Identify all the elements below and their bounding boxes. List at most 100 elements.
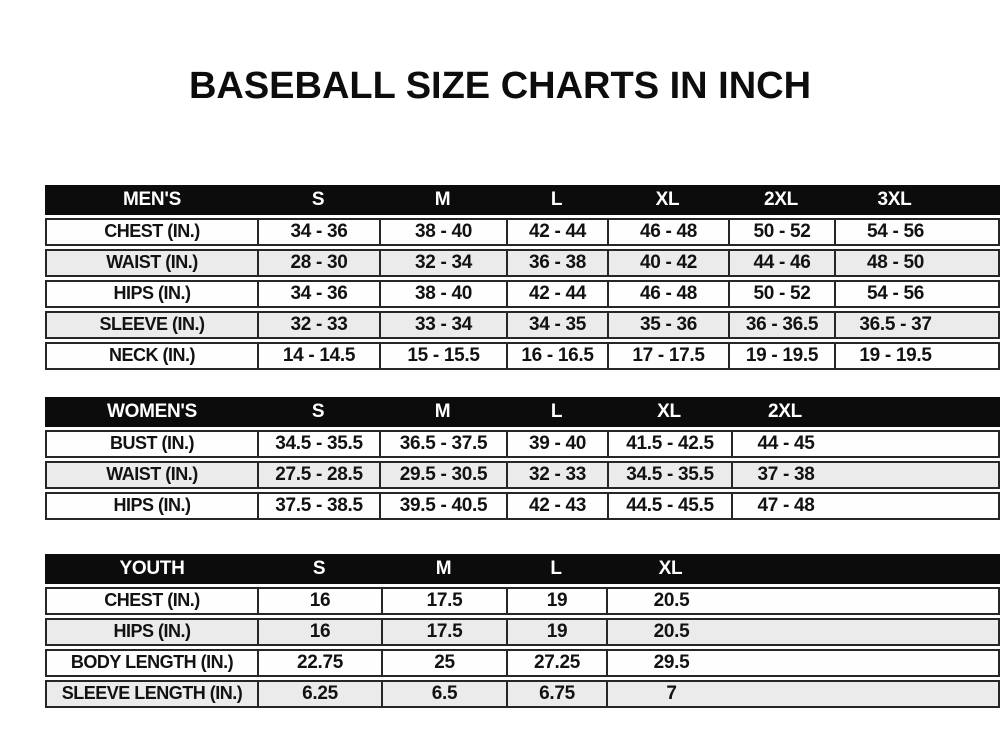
header-cell: S	[311, 188, 325, 210]
value-cell: 32 - 33	[257, 312, 379, 337]
row-label-cell: WAIST (IN.)	[106, 464, 198, 485]
mens-size-table: MEN'S S M L XL 2XL 3XL CHEST (IN.) 34 - 36 38 - 4…	[45, 184, 1000, 370]
value-cell: 6.75	[506, 681, 606, 706]
header-cell: L	[550, 188, 563, 210]
value-cell: 54 - 56	[834, 219, 955, 244]
value-cell: 36.5 - 37.5	[379, 431, 506, 456]
womens-header-row: WOMEN'S S M L XL 2XL	[45, 396, 1000, 427]
table-row: WAIST (IN.) 27.5 - 28.5 29.5 - 30.5 32 - 33…	[45, 460, 1000, 489]
value-cell: 39.5 - 40.5	[379, 493, 506, 518]
row-label-cell: CHEST (IN.)	[104, 590, 200, 611]
table-row: HIPS (IN.) 34 - 36 38 - 40 42 - 44 46 - 48 50…	[45, 279, 1000, 308]
header-cell: M	[435, 557, 452, 579]
value-cell: 22.75	[257, 650, 381, 675]
size-chart-page: BASEBALL SIZE CHARTS IN INCH MEN'S S M L XL 2…	[0, 64, 1000, 752]
value-cell: 42 - 44	[506, 281, 607, 306]
row-label-cell: NECK (IN.)	[109, 345, 196, 366]
value-cell: 38 - 40	[379, 281, 506, 306]
youth-header-row: YOUTH S M L XL	[45, 553, 1000, 584]
table-row: HIPS (IN.) 16 17.5 19 20.5	[45, 617, 1000, 646]
value-cell: 17 - 17.5	[607, 343, 728, 368]
value-cell: 46 - 48	[607, 219, 728, 244]
value-cell: 37.5 - 38.5	[257, 493, 379, 518]
value-cell: 19 - 19.5	[728, 343, 834, 368]
value-cell: 50 - 52	[728, 281, 834, 306]
value-cell: 33 - 34	[379, 312, 506, 337]
header-cell: XL	[658, 557, 683, 579]
value-cell: 38 - 40	[379, 219, 506, 244]
value-cell: 19	[506, 619, 606, 644]
value-cell: 34 - 36	[257, 219, 379, 244]
row-label-cell: HIPS (IN.)	[113, 283, 191, 304]
value-cell: 35 - 36	[607, 312, 728, 337]
youth-size-table: YOUTH S M L XL CHEST (IN.) 16 17.5 19 20.5 HIPS (I…	[45, 553, 1000, 708]
mens-header-row: MEN'S S M L XL 2XL 3XL	[45, 184, 1000, 215]
header-cell: L	[550, 400, 563, 422]
table-row: CHEST (IN.) 34 - 36 38 - 40 42 - 44 46 - 48 5…	[45, 217, 1000, 246]
header-cell: S	[312, 557, 326, 579]
womens-size-table: WOMEN'S S M L XL 2XL BUST (IN.) 34.5 - 35.5 36.5…	[45, 396, 1000, 520]
row-label-cell: SLEEVE (IN.)	[99, 314, 205, 335]
header-cell: S	[311, 400, 325, 422]
value-cell: 17.5	[381, 619, 506, 644]
row-label-cell: SLEEVE LENGTH (IN.)	[61, 683, 243, 704]
table-row: BUST (IN.) 34.5 - 35.5 36.5 - 37.5 39 - 40 4…	[45, 429, 1000, 458]
value-cell: 20.5	[606, 619, 735, 644]
value-cell: 32 - 33	[506, 462, 607, 487]
table-row: BODY LENGTH (IN.) 22.75 25 27.25 29.5	[45, 648, 1000, 677]
value-cell: 34.5 - 35.5	[257, 431, 379, 456]
value-cell: 7	[606, 681, 735, 706]
value-cell: 44 - 46	[728, 250, 834, 275]
value-cell: 16	[257, 588, 381, 613]
header-cell: M	[434, 188, 451, 210]
value-cell: 16 - 16.5	[506, 343, 607, 368]
value-cell: 32 - 34	[379, 250, 506, 275]
value-cell: 34.5 - 35.5	[607, 462, 731, 487]
value-cell: 40 - 42	[607, 250, 728, 275]
row-label-cell: HIPS (IN.)	[113, 495, 191, 516]
header-cell: XL	[657, 400, 681, 422]
value-cell: 19 - 19.5	[834, 343, 955, 368]
value-cell: 14 - 14.5	[257, 343, 379, 368]
value-cell: 6.5	[381, 681, 506, 706]
header-cell: 3XL	[877, 188, 912, 210]
header-cell: 2XL	[768, 400, 802, 422]
value-cell: 34 - 35	[506, 312, 607, 337]
value-cell: 39 - 40	[506, 431, 607, 456]
value-cell: 37 - 38	[731, 462, 839, 487]
table-row: WAIST (IN.) 28 - 30 32 - 34 36 - 38 40 - 42 4…	[45, 248, 1000, 277]
value-cell: 16	[257, 619, 381, 644]
header-cell: MEN'S	[123, 188, 181, 210]
header-cell: M	[434, 400, 451, 422]
row-label-cell: WAIST (IN.)	[106, 252, 198, 273]
value-cell: 46 - 48	[607, 281, 728, 306]
row-label-cell: BUST (IN.)	[110, 433, 195, 454]
row-label-cell: CHEST (IN.)	[104, 221, 200, 242]
row-label-cell: HIPS (IN.)	[113, 621, 191, 642]
value-cell: 47 - 48	[731, 493, 839, 518]
value-cell: 25	[381, 650, 506, 675]
value-cell: 29.5 - 30.5	[379, 462, 506, 487]
value-cell: 36 - 36.5	[728, 312, 834, 337]
size-tables: MEN'S S M L XL 2XL 3XL CHEST (IN.) 34 - 36 38 - 4…	[45, 184, 1000, 708]
value-cell: 27.25	[506, 650, 606, 675]
value-cell: 15 - 15.5	[379, 343, 506, 368]
table-row: SLEEVE LENGTH (IN.) 6.25 6.5 6.75 7	[45, 679, 1000, 708]
table-row: NECK (IN.) 14 - 14.5 15 - 15.5 16 - 16.5 17 …	[45, 341, 1000, 370]
value-cell: 28 - 30	[257, 250, 379, 275]
header-cell: L	[550, 557, 562, 579]
table-row: SLEEVE (IN.) 32 - 33 33 - 34 34 - 35 35 - 36…	[45, 310, 1000, 339]
value-cell: 41.5 - 42.5	[607, 431, 731, 456]
value-cell: 50 - 52	[728, 219, 834, 244]
value-cell: 44.5 - 45.5	[607, 493, 731, 518]
table-row: HIPS (IN.) 37.5 - 38.5 39.5 - 40.5 42 - 43 4…	[45, 491, 1000, 520]
value-cell: 54 - 56	[834, 281, 955, 306]
value-cell: 42 - 44	[506, 219, 607, 244]
value-cell: 20.5	[606, 588, 735, 613]
table-row: CHEST (IN.) 16 17.5 19 20.5	[45, 586, 1000, 615]
value-cell: 27.5 - 28.5	[257, 462, 379, 487]
value-cell: 17.5	[381, 588, 506, 613]
value-cell: 36 - 38	[506, 250, 607, 275]
value-cell: 36.5 - 37	[834, 312, 955, 337]
value-cell: 6.25	[257, 681, 381, 706]
